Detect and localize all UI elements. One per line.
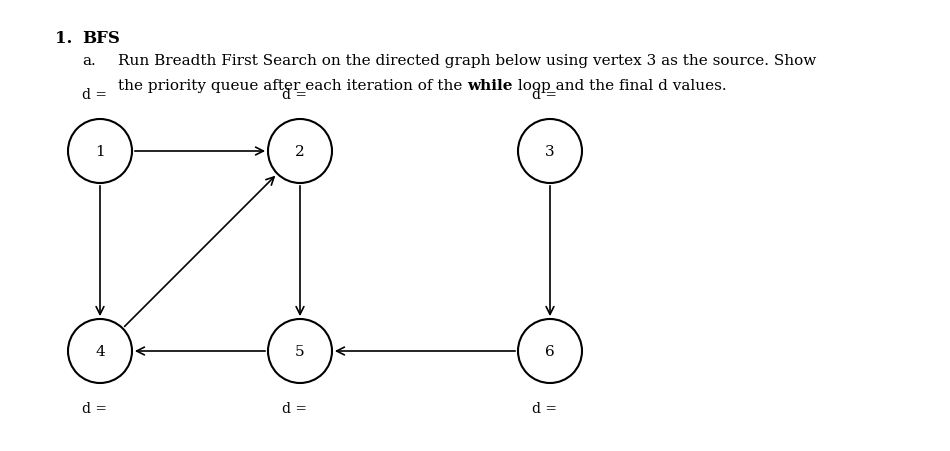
Ellipse shape	[268, 319, 332, 383]
Text: 1.: 1.	[55, 30, 72, 47]
Text: d =: d =	[83, 401, 107, 415]
Ellipse shape	[518, 120, 582, 184]
Text: Run Breadth First Search on the directed graph below using vertex 3 as the sourc: Run Breadth First Search on the directed…	[118, 54, 816, 68]
Text: 6: 6	[545, 344, 555, 358]
Text: d =: d =	[282, 401, 308, 415]
Text: a.: a.	[82, 54, 96, 68]
Text: while: while	[467, 79, 513, 93]
Text: d =: d =	[532, 88, 558, 102]
Text: 2: 2	[295, 145, 305, 159]
Ellipse shape	[268, 120, 332, 184]
Text: 3: 3	[545, 145, 555, 159]
Text: 1: 1	[95, 145, 104, 159]
Text: d =: d =	[532, 401, 558, 415]
Text: d =: d =	[282, 88, 308, 102]
Text: loop and the final d values.: loop and the final d values.	[513, 79, 727, 93]
Text: the priority queue after each iteration of the: the priority queue after each iteration …	[118, 79, 467, 93]
Ellipse shape	[68, 319, 132, 383]
Text: BFS: BFS	[82, 30, 120, 47]
Ellipse shape	[68, 120, 132, 184]
Text: 4: 4	[95, 344, 104, 358]
Text: d =: d =	[83, 88, 107, 102]
Ellipse shape	[518, 319, 582, 383]
Text: 5: 5	[295, 344, 305, 358]
